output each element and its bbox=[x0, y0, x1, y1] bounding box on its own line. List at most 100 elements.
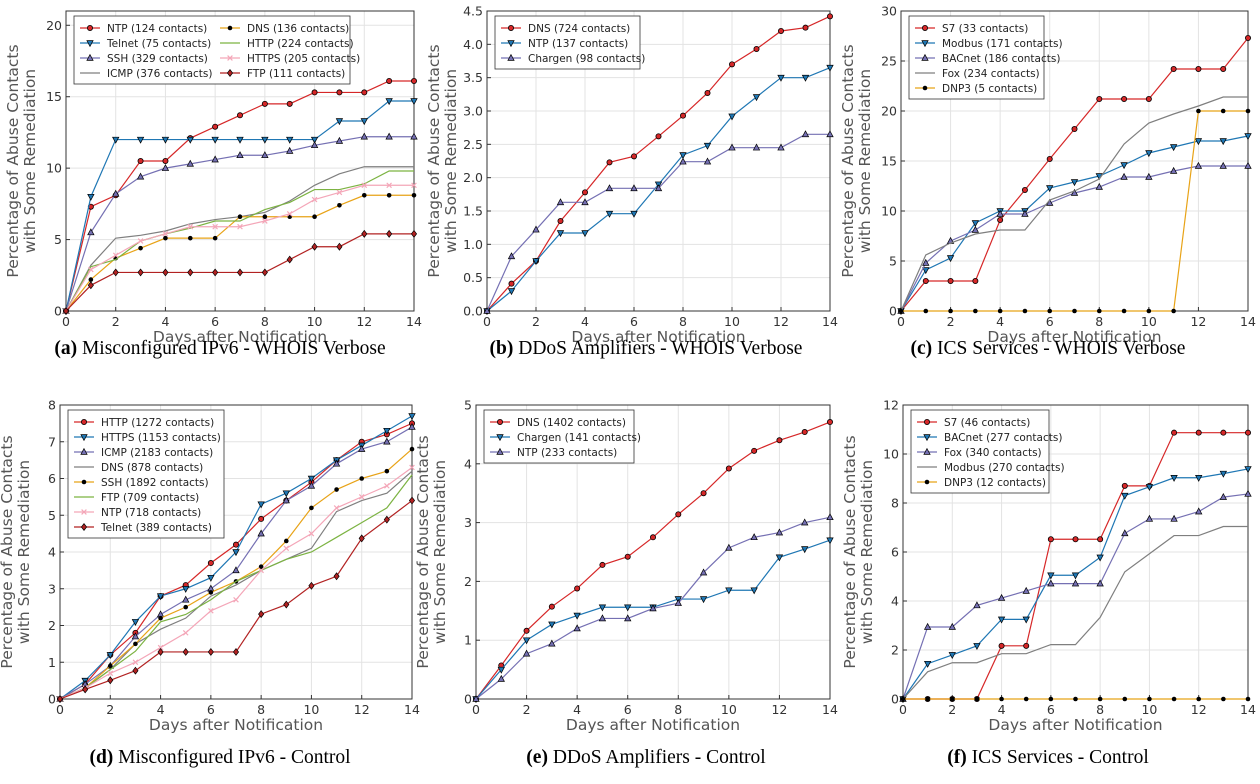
data-point bbox=[1097, 536, 1104, 543]
data-point bbox=[112, 252, 119, 259]
data-point bbox=[1170, 514, 1178, 522]
data-point bbox=[335, 118, 344, 126]
data-point bbox=[900, 696, 906, 702]
data-point bbox=[1121, 482, 1128, 489]
data-point bbox=[630, 184, 638, 192]
data-point bbox=[182, 647, 189, 656]
data-point bbox=[309, 505, 314, 511]
legend-label: DNS (136 contacts) bbox=[247, 23, 349, 35]
data-point bbox=[574, 585, 581, 592]
data-point bbox=[581, 230, 589, 238]
data-point bbox=[680, 112, 687, 119]
data-point bbox=[62, 307, 70, 315]
y-axis-label-line: Percentage of Abuse Contacts bbox=[839, 44, 857, 277]
y-axis-label-line: Percentage of Abuse Contacts bbox=[4, 44, 22, 277]
data-point bbox=[212, 223, 218, 230]
y-tick-label: 2.0 bbox=[463, 170, 483, 185]
data-point bbox=[112, 189, 120, 197]
data-point bbox=[1194, 138, 1203, 146]
x-tick-label: 8 bbox=[674, 702, 682, 717]
x-tick-label: 2 bbox=[106, 702, 114, 717]
data-point bbox=[334, 487, 339, 492]
data-point bbox=[777, 74, 785, 82]
data-point bbox=[947, 277, 954, 284]
data-point bbox=[679, 157, 687, 165]
data-point bbox=[1097, 696, 1103, 702]
x-tick-label: 14 bbox=[1240, 702, 1256, 717]
data-point bbox=[162, 157, 169, 164]
legend-swatch-marker bbox=[921, 53, 929, 61]
legend-swatch-marker bbox=[86, 53, 94, 61]
data-point bbox=[728, 113, 736, 121]
data-point bbox=[137, 268, 144, 277]
data-point bbox=[410, 229, 418, 238]
y-tick-label: 25 bbox=[881, 54, 897, 69]
data-point bbox=[161, 136, 170, 144]
legend-swatch-marker bbox=[87, 24, 94, 31]
series-line bbox=[65, 166, 414, 312]
data-point bbox=[386, 78, 393, 85]
plot-frame bbox=[65, 10, 415, 312]
data-point bbox=[336, 189, 343, 196]
x-axis-label: Days after Notification bbox=[987, 328, 1161, 346]
legend-swatch-marker bbox=[496, 447, 504, 455]
data-point bbox=[497, 666, 505, 674]
y-tick-label: 5 bbox=[48, 508, 56, 523]
data-point bbox=[232, 647, 240, 656]
data-point bbox=[208, 607, 214, 614]
x-tick-label: 0 bbox=[56, 702, 64, 717]
data-point bbox=[107, 676, 114, 685]
data-point bbox=[1072, 308, 1077, 314]
data-point bbox=[972, 277, 979, 284]
caption-f: (f) ICS Services - Control bbox=[838, 747, 1258, 769]
x-tick-label: 6 bbox=[211, 314, 219, 329]
data-point bbox=[408, 496, 416, 505]
data-point bbox=[211, 136, 219, 144]
legend-swatch-marker bbox=[922, 24, 929, 31]
data-point bbox=[922, 277, 929, 284]
data-point bbox=[1244, 161, 1252, 169]
series-line bbox=[902, 525, 1248, 700]
data-point bbox=[308, 581, 315, 590]
data-point bbox=[1170, 475, 1178, 482]
x-tick-label: 8 bbox=[679, 314, 687, 329]
data-point bbox=[1048, 696, 1054, 702]
x-tick-label: 0 bbox=[897, 314, 905, 329]
y-tick-label: 6 bbox=[48, 471, 56, 486]
caption-b: (b) DDoS Amplifiers - WHOIS Verbose bbox=[426, 338, 866, 360]
legend-label: SSH (1892 contacts) bbox=[101, 477, 209, 489]
data-point bbox=[384, 468, 390, 474]
legend-label: NTP (137 contacts) bbox=[528, 38, 628, 50]
data-point bbox=[257, 529, 265, 537]
data-point bbox=[997, 616, 1006, 624]
data-point bbox=[237, 223, 243, 230]
series-line bbox=[475, 539, 831, 700]
data-point bbox=[599, 561, 606, 568]
legend-swatch-marker bbox=[924, 418, 931, 425]
data-point bbox=[311, 242, 318, 251]
data-point bbox=[827, 419, 834, 426]
data-point bbox=[1145, 172, 1153, 180]
data-point bbox=[946, 255, 955, 263]
series bbox=[472, 419, 834, 703]
x-tick-label: 12 bbox=[354, 702, 370, 717]
data-point bbox=[410, 132, 418, 140]
legend-swatch-marker bbox=[80, 523, 88, 531]
data-point bbox=[654, 184, 663, 192]
data-point bbox=[1121, 492, 1129, 500]
data-point bbox=[1071, 126, 1078, 133]
data-point bbox=[1171, 696, 1177, 702]
y-tick-label: 2 bbox=[464, 574, 472, 589]
data-point bbox=[187, 235, 193, 241]
x-tick-label: 2 bbox=[112, 314, 120, 329]
data-point bbox=[1220, 429, 1227, 436]
series-line bbox=[900, 165, 1248, 312]
data-point bbox=[385, 132, 393, 140]
data-point bbox=[258, 564, 264, 569]
data-point bbox=[335, 136, 344, 144]
data-point bbox=[1245, 696, 1251, 702]
legend: NTP (124 contacts) Telnet (75 contacts) SS… bbox=[73, 15, 360, 85]
data-point bbox=[801, 130, 810, 138]
legend-label: S7 (33 contacts) bbox=[942, 23, 1028, 35]
